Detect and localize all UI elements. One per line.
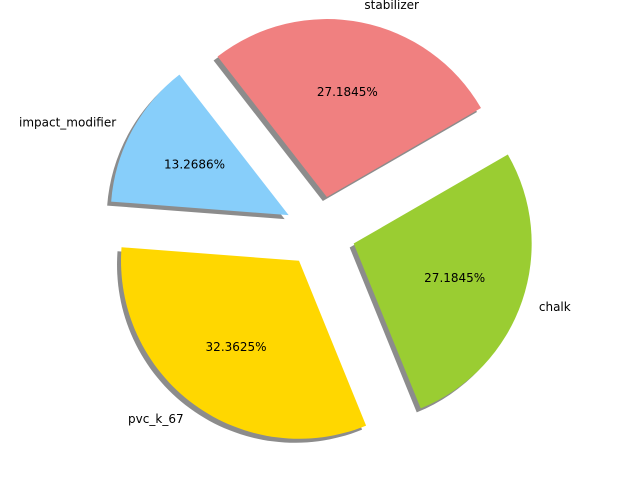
- slice-chalk: [353, 154, 532, 409]
- slice-percent-stabilizer: 27.1845%: [317, 85, 378, 99]
- slice-stabilizer: [217, 19, 481, 198]
- slice-percent-chalk: 27.1845%: [424, 271, 485, 285]
- slice-label-chalk: chalk: [539, 300, 571, 314]
- slice-label-stabilizer: stabilizer: [364, 0, 419, 12]
- slice-layer: [111, 19, 532, 439]
- slice-percent-pvc-k-67: 32.3625%: [206, 340, 267, 354]
- text-layer: stabilizer 27.1845% impact_modifier 13.2686…: [19, 0, 571, 426]
- slice-label-pvc-k-67: pvc_k_67: [128, 412, 184, 426]
- slice-label-impact-modifier: impact_modifier: [19, 115, 116, 129]
- slice-percent-impact-modifier: 13.2686%: [164, 158, 225, 172]
- slice-impact-modifier: [111, 74, 289, 216]
- slice-pvc-k-67: [121, 247, 367, 439]
